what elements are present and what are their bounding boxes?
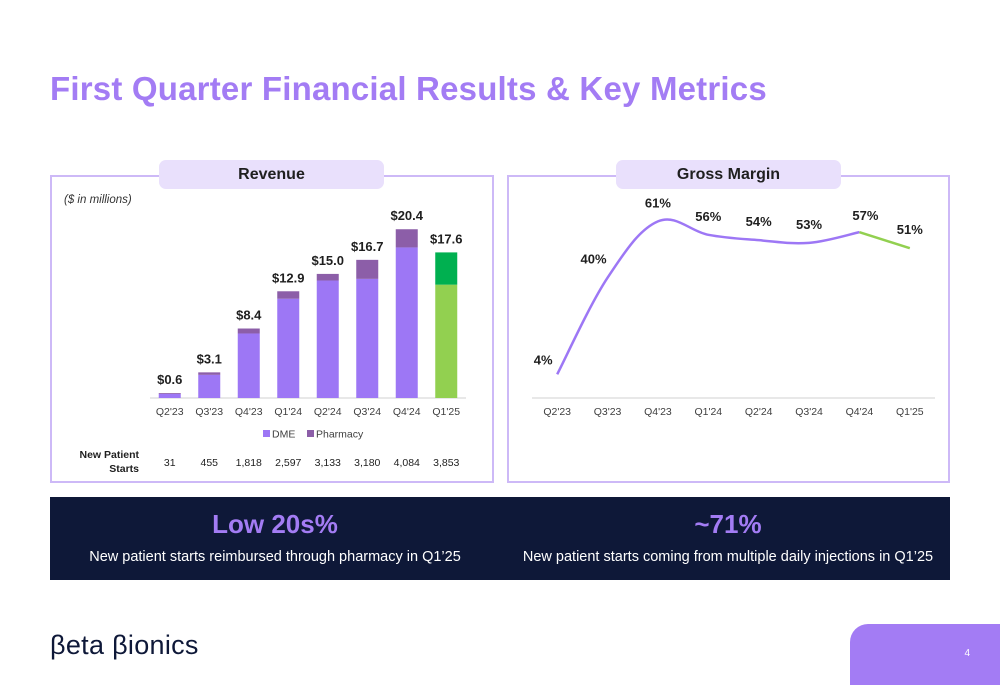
page-number-tab: 4 [850,624,1000,685]
kpi-pharmacy-value: Low 20s% [212,509,338,539]
revenue-panel [50,175,494,483]
legend-swatch [263,430,270,437]
revenue-bar-pharmacy [237,328,260,334]
new-patient-starts-value: 455 [200,457,218,469]
revenue-x-tick-label: Q1'25 [432,406,460,418]
gross-margin-line-highlight [859,230,911,250]
revenue-bar-pharmacy [277,291,300,299]
gross-margin-value-label: 54% [746,214,772,229]
revenue-x-tick-label: Q3'23 [195,406,223,418]
revenue-bar-pharmacy [316,273,339,281]
revenue-x-tick-label: Q3'24 [353,406,381,418]
revenue-bar-pharmacy [395,229,418,248]
revenue-total-label: $0.6 [157,372,182,387]
revenue-total-label: $15.0 [311,253,344,268]
new-patient-starts-value: 3,853 [433,457,459,469]
new-patient-starts-label: Starts [109,463,139,475]
gross-margin-x-tick-label: Q2'24 [745,406,773,418]
revenue-bar-dme [435,284,458,398]
page-number: 4 [964,648,970,659]
revenue-bar-dme [158,393,181,398]
revenue-total-label: $8.4 [236,308,262,323]
kpi-mdi-value: ~71% [694,509,762,539]
legend-label: DME [272,429,295,441]
gross-margin-x-tick-label: Q1'24 [694,406,722,418]
gross-margin-panel-header: Gross Margin [616,160,841,189]
revenue-x-tick-label: Q4'24 [393,406,421,418]
revenue-total-label: $16.7 [351,239,384,254]
kpi-pharmacy-description: New patient starts reimbursed through ph… [89,549,461,565]
gross-margin-x-tick-label: Q2'23 [543,406,571,418]
revenue-bar-pharmacy [435,252,458,285]
revenue-bar-dme [316,280,339,398]
revenue-x-tick-label: Q2'23 [156,406,184,418]
new-patient-starts-label: New Patient [79,449,139,461]
units-note: ($ in millions) [64,194,132,206]
revenue-x-tick-label: Q2'24 [314,406,342,418]
revenue-bar-pharmacy [158,393,181,394]
new-patient-starts-value: 31 [164,457,176,469]
kpi-mdi-description: New patient starts coming from multiple … [522,549,934,565]
revenue-total-label: $17.6 [430,231,463,246]
new-patient-starts-value: 4,084 [394,457,420,469]
revenue-x-tick-label: Q4'23 [235,406,263,418]
kpi-banner: Low 20s% New patient starts reimbursed t… [50,497,950,580]
gross-margin-value-label: 4% [534,352,553,367]
page-title: First Quarter Financial Results & Key Me… [50,70,767,107]
gross-margin-value-label: 53% [796,217,822,232]
gross-margin-line [556,218,860,375]
new-patient-starts-value: 3,180 [354,457,380,469]
gross-margin-x-tick-label: Q4'24 [846,406,874,418]
revenue-bar-dme [395,247,418,398]
revenue-x-tick-label: Q1'24 [274,406,302,418]
gross-margin-x-tick-label: Q3'23 [594,406,622,418]
revenue-total-label: $20.4 [390,208,423,223]
revenue-panel-header: Revenue [159,160,384,189]
revenue-total-label: $3.1 [197,351,222,366]
revenue-bar-pharmacy [198,372,221,375]
gross-margin-x-tick-label: Q3'24 [795,406,823,418]
new-patient-starts-value: 2,597 [275,457,301,469]
gross-margin-value-label: 56% [695,209,721,224]
revenue-bar-dme [198,374,221,398]
gross-margin-value-label: 61% [645,195,671,210]
legend-swatch [307,430,314,437]
revenue-bar-pharmacy [356,259,379,279]
gross-margin-value-label: 51% [897,222,923,237]
beta-bionics-logo: βeta βionics [50,630,199,660]
revenue-bar-dme [277,298,300,398]
revenue-bar-dme [356,278,379,398]
new-patient-starts-value: 1,818 [236,457,262,469]
new-patient-starts-value: 3,133 [315,457,341,469]
legend-label: Pharmacy [316,429,364,441]
gross-margin-x-tick-label: Q1'25 [896,406,924,418]
gross-margin-value-label: 57% [852,208,878,223]
gross-margin-value-label: 40% [581,252,607,267]
revenue-total-label: $12.9 [272,270,305,285]
gross-margin-x-tick-label: Q4'23 [644,406,672,418]
revenue-bar-dme [237,333,260,398]
